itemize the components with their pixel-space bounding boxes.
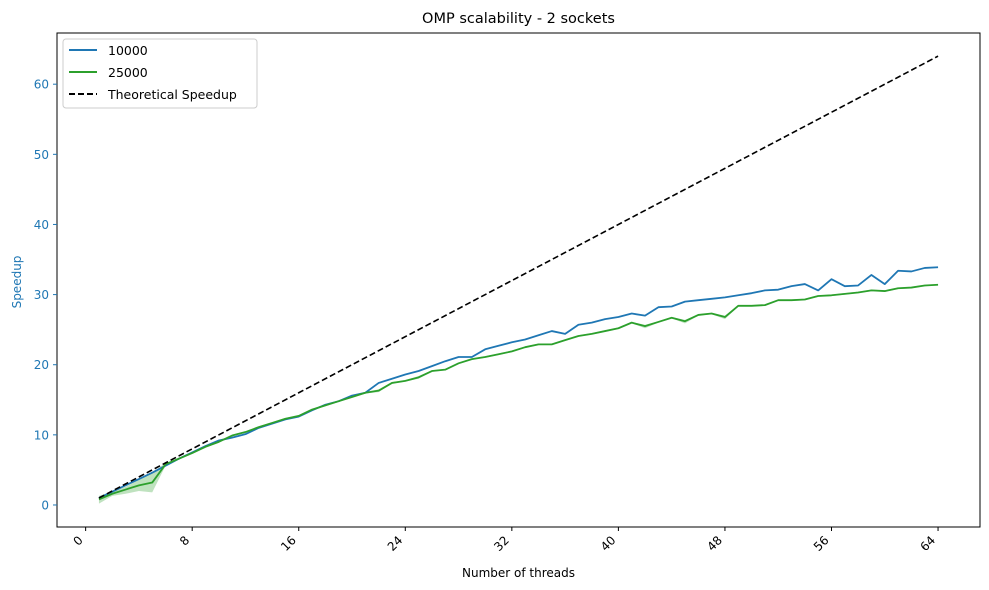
y-tick-label: 0 bbox=[41, 498, 49, 512]
axes-layer bbox=[56, 32, 981, 528]
y-tick-label: 60 bbox=[34, 78, 49, 92]
series-line-25000 bbox=[98, 283, 939, 501]
y-tick-label: 50 bbox=[34, 148, 49, 162]
legend: 10000 25000 Theoretical Speedup bbox=[62, 38, 258, 109]
y-tick-label: 20 bbox=[34, 358, 49, 372]
series-points-theoretical-speedup bbox=[98, 56, 939, 498]
y-axis-title: Speedup bbox=[10, 256, 24, 309]
y-tick-label: 10 bbox=[34, 428, 49, 442]
legend-label-theoretical-speedup: Theoretical Speedup bbox=[107, 87, 237, 102]
plot-area-frame bbox=[56, 32, 981, 528]
series-lines-layer bbox=[98, 55, 939, 501]
legend-label-25000: 25000 bbox=[108, 65, 148, 80]
y-tick-label: 40 bbox=[34, 218, 49, 232]
legend-label-10000: 10000 bbox=[108, 43, 148, 58]
series-points-25000 bbox=[98, 284, 939, 500]
chart-title: OMP scalability - 2 sockets bbox=[422, 11, 615, 27]
y-tick-label: 30 bbox=[34, 288, 49, 302]
x-axis-title: Number of threads bbox=[462, 566, 575, 580]
series-line-10000 bbox=[98, 266, 939, 499]
series-line-theoretical-speedup bbox=[98, 55, 939, 499]
legend-box bbox=[62, 38, 258, 109]
